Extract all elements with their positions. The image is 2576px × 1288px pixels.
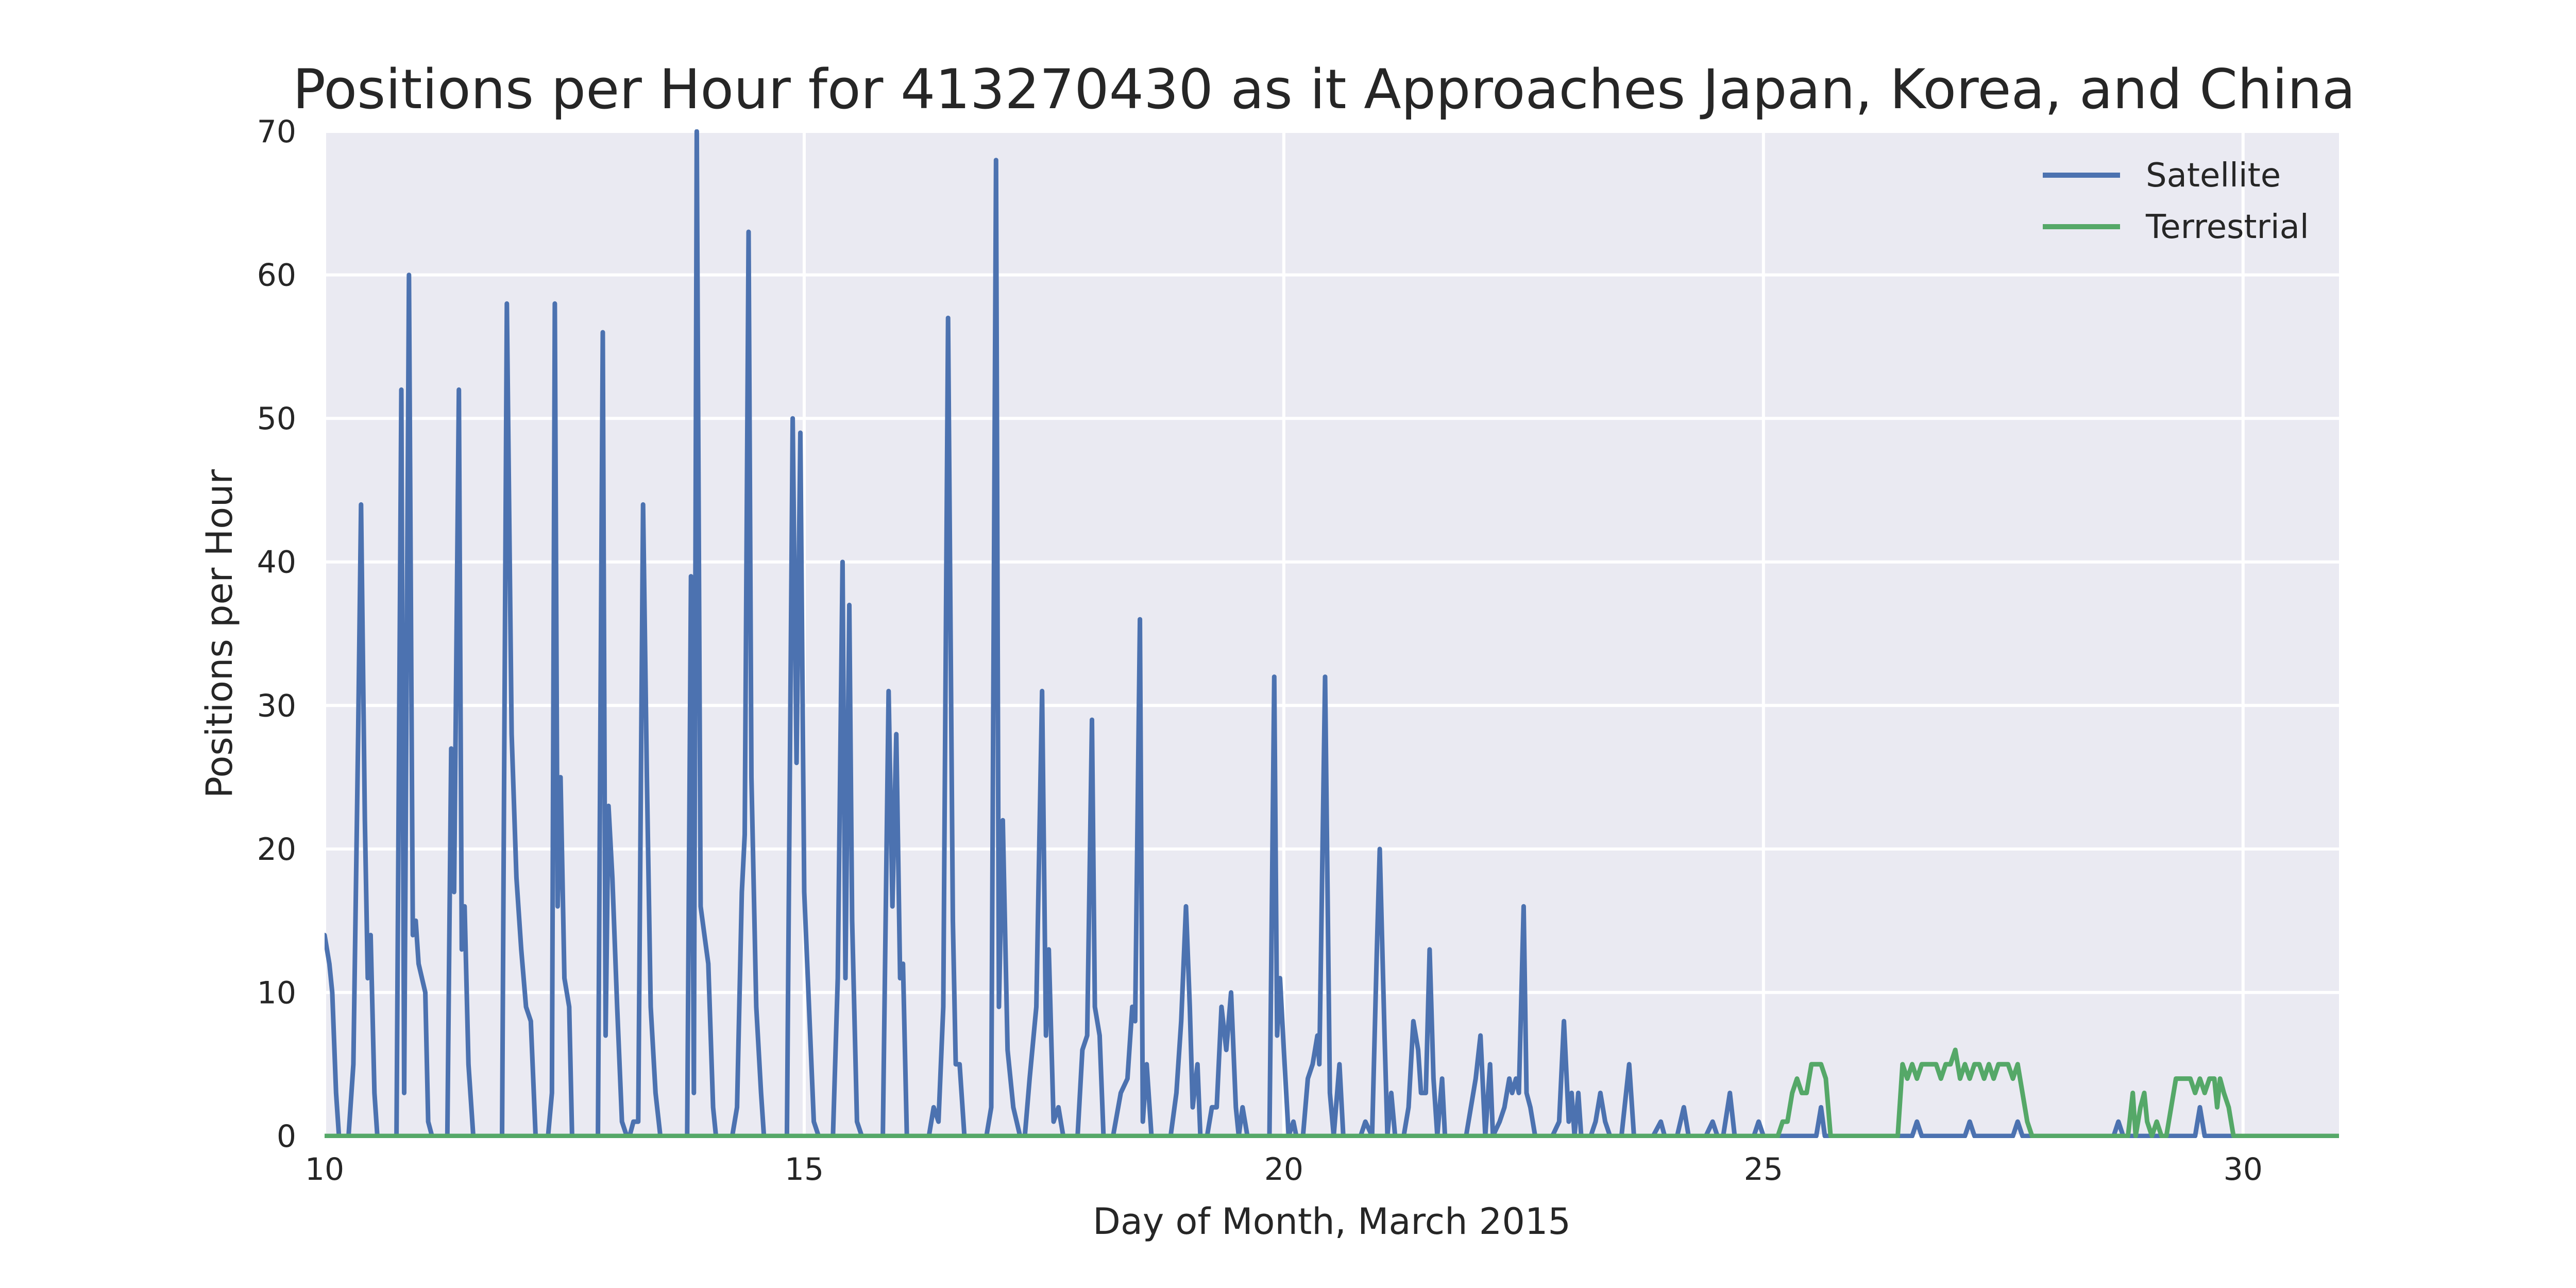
y-tick-label: 60 — [257, 258, 296, 294]
plot-area — [325, 131, 2339, 1136]
x-tick-label: 25 — [1744, 1151, 1783, 1188]
legend-label-satellite: Satellite — [2146, 157, 2281, 195]
x-tick-label: 10 — [305, 1151, 344, 1188]
y-axis-label: Positions per Hour — [198, 469, 241, 799]
y-tick-label: 70 — [257, 114, 296, 150]
x-tick-label: 30 — [2224, 1151, 2263, 1188]
legend-label-terrestrial: Terrestrial — [2145, 208, 2309, 246]
series-line-satellite — [325, 129, 2339, 1138]
series-layer — [325, 129, 2339, 1138]
series-line-terrestrial — [325, 1047, 2339, 1138]
y-tick-label: 0 — [277, 1118, 296, 1155]
y-axis-ticks: 0 10 20 30 40 50 60 70 — [257, 114, 296, 1155]
y-tick-label: 40 — [257, 545, 296, 581]
x-tick-label: 15 — [785, 1151, 824, 1188]
x-axis-ticks: 10 15 20 25 30 — [305, 1151, 2263, 1188]
y-tick-label: 10 — [257, 975, 296, 1011]
y-tick-label: 30 — [257, 688, 296, 724]
x-tick-label: 20 — [1264, 1151, 1303, 1188]
y-tick-label: 50 — [257, 401, 296, 437]
y-tick-label: 20 — [257, 832, 296, 868]
x-axis-label: Day of Month, March 2015 — [1093, 1200, 1571, 1243]
chart-title: Positions per Hour for 413270430 as it A… — [293, 58, 2355, 121]
legend: Satellite Terrestrial — [2043, 157, 2309, 246]
